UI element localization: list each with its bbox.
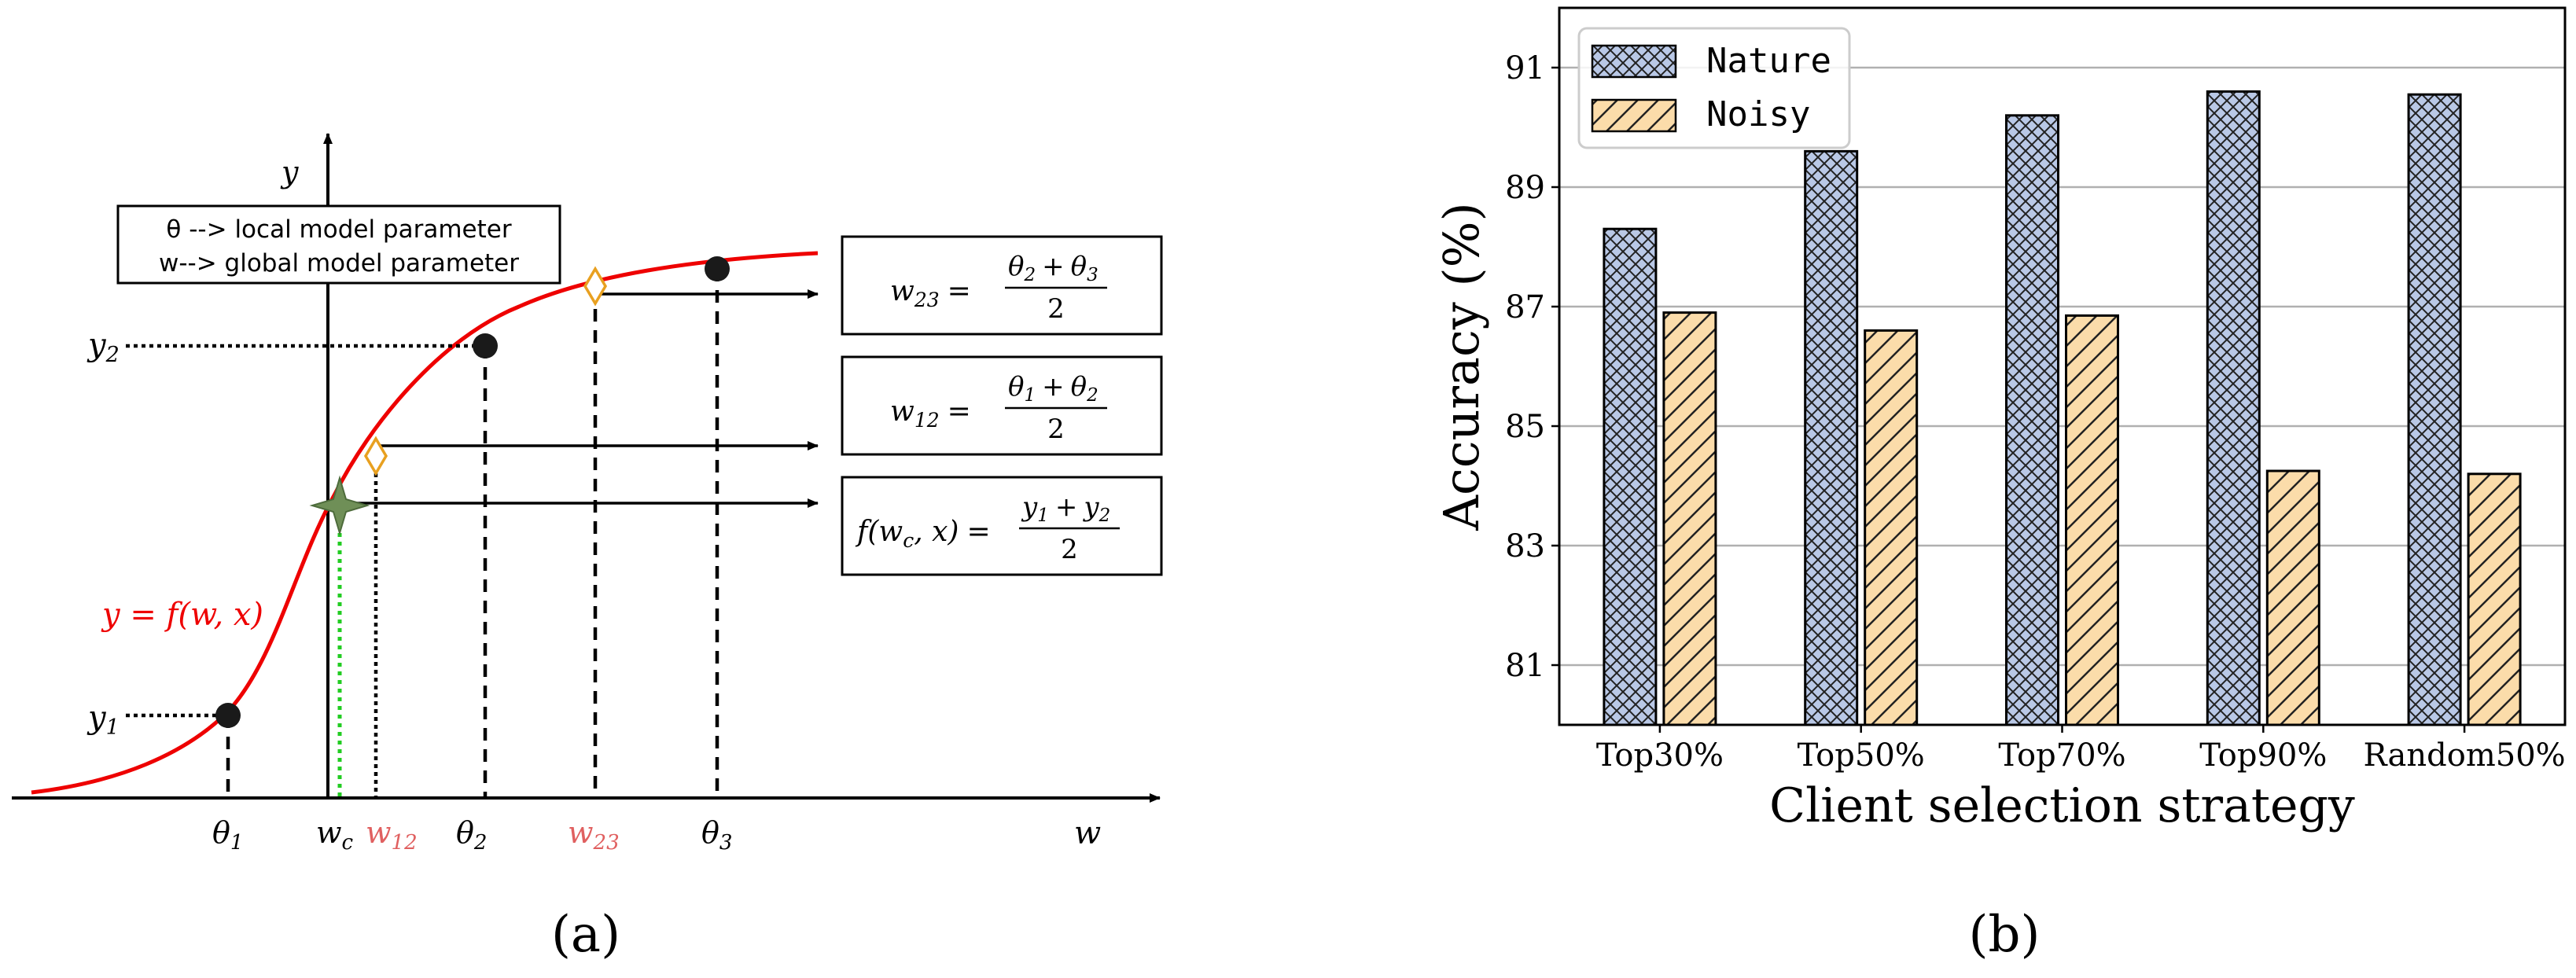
plot-frame	[1558, 6, 2567, 726]
parameter-legend: θ --> local model parameter w--> global …	[116, 204, 561, 285]
wc-label: wc	[316, 815, 354, 855]
wc-star	[309, 475, 370, 536]
theta3-point	[705, 256, 730, 281]
legend: Nature Noisy	[1577, 27, 1851, 149]
legend-label-noisy: Noisy	[1706, 94, 1810, 134]
panel-b-caption: (b)	[1969, 906, 2041, 964]
w12-diamond	[363, 436, 388, 476]
x-tick-label: Top90%	[2199, 737, 2327, 774]
y-ticks: 81 83 85 87 89 91	[1505, 50, 1559, 684]
curve-label: y = f(w, x)	[101, 597, 263, 633]
x-tick-label: Top50%	[1798, 737, 1925, 774]
w23-label: w23	[568, 815, 620, 855]
y-tick-label: 87	[1505, 289, 1545, 325]
theta1-label: θ1	[212, 815, 243, 855]
legend-swatch-noisy	[1591, 98, 1677, 133]
legend-global-parameter: w--> global model parameter	[159, 249, 519, 278]
bar-nature-random50	[2407, 93, 2462, 726]
bars	[1603, 90, 2522, 726]
bar-nature-top70	[2005, 114, 2059, 726]
y-tick-label: 85	[1505, 409, 1545, 445]
legend-label-nature: Nature	[1706, 41, 1831, 81]
svg-text:f(wc, x)=: f(wc, x) =	[855, 516, 991, 552]
svg-text:2: 2	[1047, 414, 1065, 445]
bar-nature-top30	[1603, 227, 1658, 726]
x-tick-label: Top70%	[1998, 737, 2125, 774]
theta1-point	[215, 703, 241, 728]
svg-text:y1+y2: y1 + y2	[1021, 491, 1110, 526]
formula-box-w23: w23 = θ2 + θ3 2	[841, 235, 1163, 336]
x-axis-label: w	[1074, 815, 1101, 851]
svg-text:w12=: w12 =	[890, 395, 971, 432]
y-axis-label: y	[280, 155, 299, 189]
panel-b-bar-chart: 81 83 85 87 89 91 Top30% Top50% Top70% Top90% Ran…	[1433, 6, 2567, 964]
theta3-label: θ3	[701, 815, 732, 855]
panel-a-diagram: y w θ --> local model parameter w--> glo…	[12, 133, 1163, 964]
formula-box-w12: w12 = θ1 + θ2 2	[841, 355, 1163, 456]
theta2-point	[473, 333, 498, 358]
svg-text:2: 2	[1047, 293, 1065, 325]
y1-label: y1	[86, 700, 120, 740]
bar-noisy-top90	[2265, 469, 2320, 726]
svg-text:θ1+θ2: θ1 + θ2	[1008, 371, 1098, 406]
x-axis-label: Client selection strategy	[1769, 778, 2355, 833]
bar-nature-top90	[2206, 90, 2261, 726]
panel-a-caption: (a)	[551, 906, 620, 964]
formula-box-fwc: f(wc, x) = y1 + y2 2	[841, 476, 1163, 576]
bar-noisy-top70	[2065, 314, 2119, 726]
x-tick-labels: Top30% Top50% Top70% Top90% Random50%	[1596, 725, 2566, 774]
y2-label: y2	[86, 327, 120, 367]
svg-text:w23=: w23 =	[890, 275, 971, 311]
sigmoid-curve	[31, 251, 819, 795]
bar-noisy-random50	[2467, 472, 2522, 726]
y-tick-label: 91	[1505, 50, 1545, 86]
y-tick-label: 83	[1505, 528, 1545, 564]
bar-noisy-top50	[1864, 329, 1919, 726]
bar-nature-top50	[1804, 149, 1859, 726]
x-tick-label: Random50%	[2364, 737, 2566, 774]
bar-noisy-top30	[1662, 311, 1717, 726]
x-tick-label: Top30%	[1596, 737, 1724, 774]
y-tick-label: 81	[1505, 648, 1545, 684]
legend-local-parameter: θ --> local model parameter	[166, 215, 511, 244]
w23-diamond	[583, 266, 608, 307]
y-tick-label: 89	[1505, 170, 1545, 206]
svg-text:2: 2	[1061, 534, 1078, 565]
legend-swatch-nature	[1591, 44, 1677, 79]
w12-label: w12	[366, 815, 418, 855]
theta2-label: θ2	[456, 815, 487, 855]
y-axis-label: Accuracy (%)	[1433, 202, 1490, 531]
svg-text:θ2+θ3: θ2 + θ3	[1008, 251, 1098, 285]
